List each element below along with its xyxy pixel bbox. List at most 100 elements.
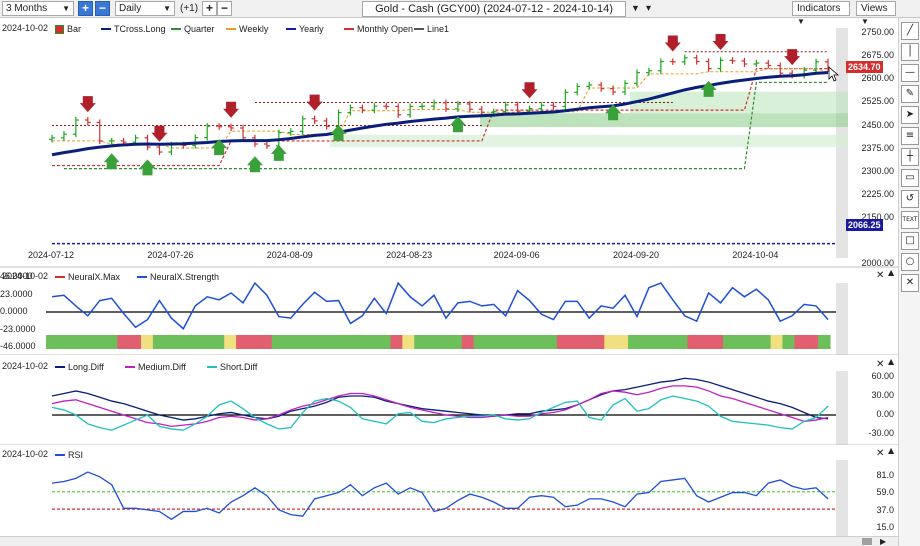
legend-item[interactable]: NeuralX.Strength [137,272,219,282]
neuralx-max-cell [521,335,534,349]
legend-label: TCross.Long [114,24,166,34]
legend-label: Quarter [184,24,215,34]
step-plus-button[interactable]: + [202,1,217,16]
crosshair-icon[interactable]: ┼ [901,148,919,166]
range-select[interactable]: 3 Months ▼ [2,1,74,16]
long-diff-line [51,377,829,421]
sell-arrow-icon [79,96,96,113]
legend-label: NeuralX.Max [68,272,121,282]
ellipse-icon[interactable]: ○ [901,253,919,271]
legend-item[interactable]: Monthly Open [344,24,413,34]
views-label: Views [861,3,888,14]
y-tick-label: 46.0000 [0,271,33,281]
legend-label: Bar [67,24,82,34]
neuralx-max-cell [342,335,356,349]
price-chart[interactable] [0,18,898,268]
diff-collapse-icon[interactable]: ▲ [888,357,895,366]
neuralx-close-icon[interactable]: ✕ [876,270,885,281]
horizontal-scrollbar[interactable]: ▶ [0,536,898,546]
step-minus-button[interactable]: − [217,1,232,16]
legend-label: NeuralX.Strength [150,272,220,282]
neuralx-max-cell [129,335,142,349]
neuralx-max-cell [200,335,213,349]
diagonal-line-icon[interactable]: ╱ [901,22,919,40]
neuralx-max-cell [687,335,700,349]
legend-swatch [171,28,181,30]
x-tick-label: 2024-08-09 [266,250,313,260]
scale-band [836,371,848,445]
y-tick-label: -46.0000 [0,341,36,351]
legend-item[interactable]: TCross.Long [101,24,166,34]
range-select-value: 3 Months [6,3,48,14]
legend-item[interactable]: Long.Diff [55,362,104,372]
y-tick-label: 37.0 [876,504,894,515]
neuralx-max-cell [818,335,831,349]
legend-item[interactable]: Bar [55,24,81,34]
y-tick-label: 2300.00 [861,165,894,176]
y-tick-label: 15.0 [876,522,894,532]
rectangle-icon[interactable]: □ [901,232,919,250]
y-tick-label: -30.00 [868,428,894,438]
diff-close-icon[interactable]: ✕ [876,359,885,370]
note-icon[interactable]: ▭ [901,169,919,187]
neuralx-max-cell [449,335,463,349]
zoom-out-button[interactable]: − [95,1,110,16]
legend-item[interactable]: Weekly [226,24,268,34]
scroll-thumb[interactable] [862,538,872,545]
legend-item[interactable]: Quarter [171,24,215,34]
views-button[interactable]: Views ▼ [856,1,896,26]
title-menu-icon[interactable]: ▼ [631,3,640,13]
legend-item[interactable]: Medium.Diff [125,362,186,372]
close-icon[interactable]: ✕ [901,274,919,292]
neuralx-max-cell [176,335,190,349]
rsi-collapse-icon[interactable]: ▲ [888,446,895,455]
vertical-line-icon[interactable]: │ [901,43,919,61]
horizontal-line-icon[interactable]: — [901,64,919,82]
y-tick-label: 2375.00 [861,142,894,153]
sell-arrow-icon [223,101,240,118]
toolbar: 3 Months ▼ + − Daily ▼ (+1) + − Gold - Cas… [0,0,920,26]
scroll-right-icon[interactable]: ▶ [880,537,887,546]
neuralx-max-cell [69,335,83,349]
neuralx-max-cell [746,335,760,349]
fibonacci-icon[interactable]: ≡ [901,127,919,145]
legend-item[interactable]: RSI [55,450,83,460]
text-icon[interactable]: TEXT [901,211,919,229]
rsi-chart[interactable] [0,446,898,536]
support-zone [480,113,848,128]
neuralx-max-cell [188,335,202,349]
neuralx-max-cell [402,335,415,349]
y-tick-label: 2150.00 [861,211,894,222]
neuralx-max-cell [438,335,451,349]
legend-label: Monthly Open [357,24,414,34]
neuralx-max-cell [616,335,629,349]
legend-item[interactable]: Yearly [286,24,324,34]
neuralx-collapse-icon[interactable]: ▲ [888,268,895,277]
last-price-tag: 2634.70 [846,61,883,73]
neuralx-max-cell [461,335,475,349]
zoom-in-button[interactable]: + [78,1,93,16]
symbol-title-field[interactable]: Gold - Cash (GCY00) (2024-07-12 - 2024-1… [362,1,626,17]
neuralx-max-cell [164,335,178,349]
indicators-button[interactable]: Indicators ▼ [792,1,850,26]
y-tick-label: 60.00 [871,371,894,381]
legend-item[interactable]: NeuralX.Max [55,272,120,282]
neuralx-max-cell [592,335,605,349]
pencil-icon[interactable]: ✎ [901,85,919,103]
sell-arrow-icon [784,49,801,66]
neuralx-max-cell [806,335,819,349]
chevron-down-icon[interactable]: ▾ [646,3,652,14]
legend-item[interactable]: Short.Diff [207,362,257,372]
undo-icon[interactable]: ↺ [901,190,919,208]
legend-label: RSI [68,450,84,460]
legend-label: Medium.Diff [138,362,186,372]
neuralx-max-cell [271,335,285,349]
interval-select[interactable]: Daily ▼ [115,1,175,16]
neuralx-max-cell [295,335,308,349]
diff-chart[interactable] [0,357,898,445]
legend-item[interactable]: Line1 [414,24,449,34]
neuralx-chart[interactable] [0,269,898,355]
rsi-close-icon[interactable]: ✕ [876,448,885,459]
x-tick-label: 2024-08-23 [386,250,433,260]
arrow-icon[interactable]: ➤ [901,106,919,124]
